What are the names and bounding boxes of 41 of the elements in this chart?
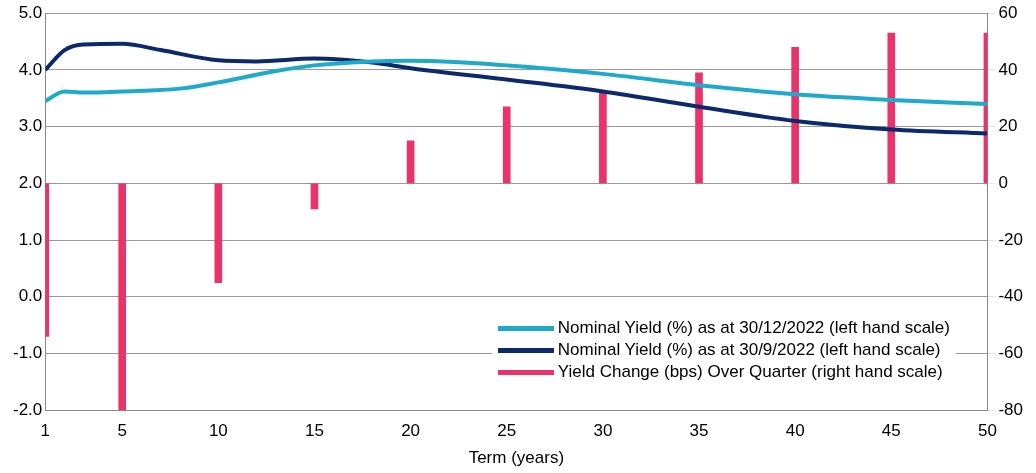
y-tick-label: 5.0 — [18, 2, 43, 22]
bar — [599, 92, 607, 184]
x-tick-label: 15 — [305, 421, 324, 441]
y2-tick-label: 20 — [998, 116, 1018, 136]
bar — [406, 140, 415, 184]
y-tick-label: 4.0 — [18, 59, 43, 79]
bar — [791, 46, 799, 184]
x-tick-label: 45 — [881, 421, 901, 441]
y2-tick-label: -40 — [998, 286, 1024, 306]
legend-label: Nominal Yield (%) as at 30/12/2022 (left hand scale) — [557, 318, 950, 338]
bar — [214, 183, 223, 283]
x-tick-label: 35 — [689, 421, 709, 441]
bar — [695, 72, 703, 184]
bar — [118, 183, 127, 411]
y-tick-label: -1.0 — [13, 343, 43, 363]
legend-label: Yield Change (bps) Over Quarter (right hand scale) — [557, 362, 943, 382]
x-tick-label: 25 — [497, 421, 517, 441]
x-tick-label: 1 — [40, 421, 51, 441]
y-tick-label: 1.0 — [18, 229, 43, 249]
x-tick-label: 10 — [208, 421, 228, 441]
legend-label: Nominal Yield (%) as at 30/9/2022 (left hand scale) — [557, 340, 941, 360]
y2-tick-label: 40 — [998, 59, 1018, 79]
x-tick-label: 30 — [593, 421, 613, 441]
y-tick-label: 2.0 — [18, 173, 43, 193]
x-tick-label: 40 — [785, 421, 805, 441]
line-series — [45, 58, 988, 106]
x-tick-label: 20 — [401, 421, 421, 441]
line-series — [45, 41, 988, 136]
y2-tick-label: -80 — [998, 399, 1024, 419]
y2-tick-label: 60 — [998, 2, 1018, 22]
y2-tick-label: -20 — [998, 229, 1024, 249]
x-tick-label: 5 — [117, 421, 127, 441]
y-tick-label: -2.0 — [13, 399, 43, 419]
y2-tick-label: -60 — [998, 343, 1024, 363]
y-tick-label: 0.0 — [18, 286, 43, 306]
bar — [887, 32, 896, 184]
bar — [502, 106, 511, 184]
y2-tick-label: 0 — [998, 173, 1008, 193]
y-tick-label: 3.0 — [18, 116, 43, 136]
x-tick-label: 50 — [977, 421, 997, 441]
x-axis-title: Term (years) — [468, 448, 565, 468]
